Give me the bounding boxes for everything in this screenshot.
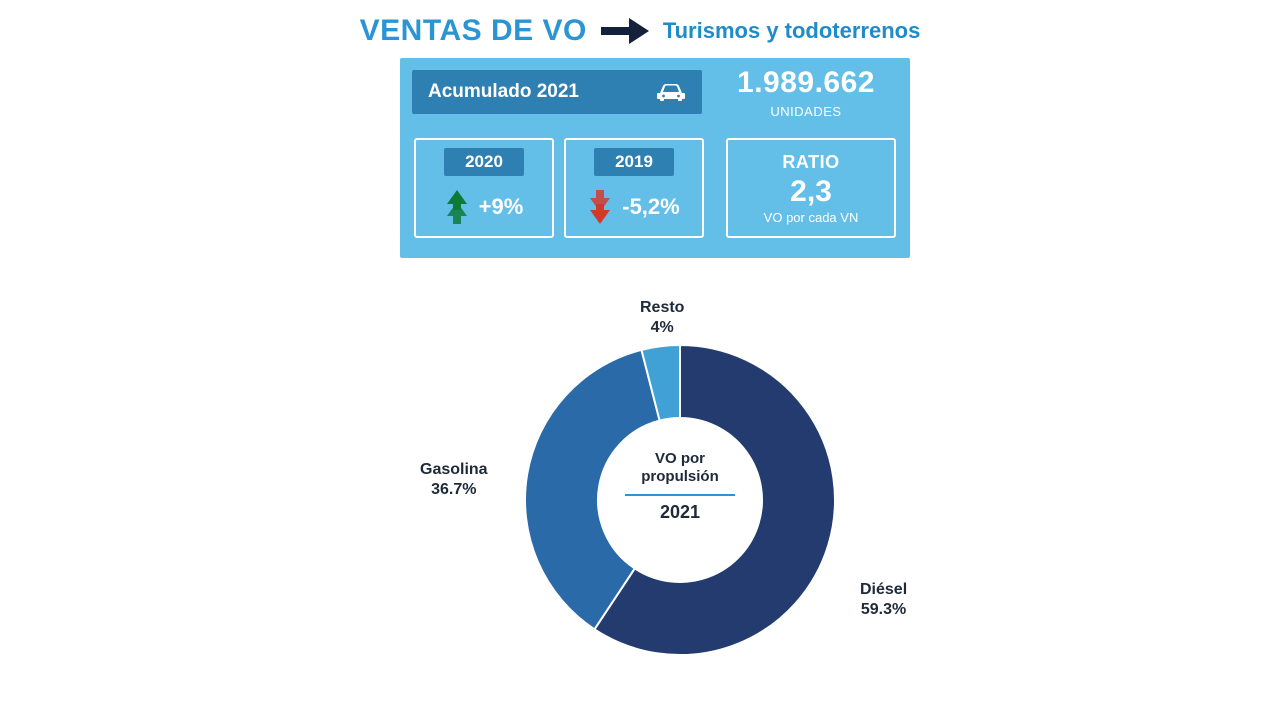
stat-value-2019: -5,2% bbox=[622, 194, 679, 220]
donut-center-title: VO por propulsión bbox=[625, 450, 735, 496]
stat-2019: 2019 -5,2% bbox=[564, 138, 704, 238]
arrow-right-icon bbox=[601, 18, 649, 44]
ratio-title: RATIO bbox=[728, 152, 894, 173]
donut-label-resto: Resto4% bbox=[640, 298, 684, 338]
donut-label-gasolina: Gasolina36.7% bbox=[420, 460, 488, 500]
page-subtitle: Turismos y todoterrenos bbox=[663, 18, 921, 44]
donut-center-year: 2021 bbox=[625, 502, 735, 523]
donut-chart: VO por propulsión 2021 Diésel59.3% Gasoli… bbox=[400, 300, 960, 700]
stat-value-2020: +9% bbox=[479, 194, 524, 220]
summary-panel: Acumulado 2021 1.989.662 UNIDADES 2020 +… bbox=[400, 58, 910, 258]
period-badge: Acumulado 2021 bbox=[412, 70, 702, 114]
donut-center: VO por propulsión 2021 bbox=[625, 450, 735, 523]
period-label: Acumulado 2021 bbox=[428, 81, 579, 103]
ratio-value: 2,3 bbox=[728, 175, 894, 208]
page-title: VENTAS DE VO bbox=[360, 14, 587, 48]
arrow-up-icon bbox=[445, 190, 469, 224]
stat-year-2019: 2019 bbox=[594, 148, 674, 176]
units-value: 1.989.662 bbox=[716, 66, 896, 100]
ratio-sub: VO por cada VN bbox=[728, 210, 894, 225]
stat-year-2020: 2020 bbox=[444, 148, 524, 176]
stat-2020: 2020 +9% bbox=[414, 138, 554, 238]
ratio-box: RATIO 2,3 VO por cada VN bbox=[726, 138, 896, 238]
donut-label-diésel: Diésel59.3% bbox=[860, 580, 907, 620]
header: VENTAS DE VO Turismos y todoterrenos bbox=[0, 14, 1280, 48]
units-label: UNIDADES bbox=[716, 104, 896, 119]
car-icon bbox=[656, 82, 686, 102]
units-block: 1.989.662 UNIDADES bbox=[716, 66, 896, 119]
arrow-down-icon bbox=[588, 190, 612, 224]
